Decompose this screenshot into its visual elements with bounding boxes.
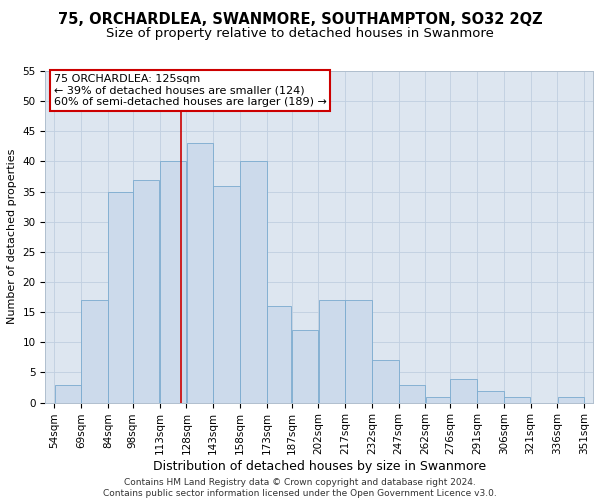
- Bar: [504, 396, 530, 402]
- Bar: [425, 396, 450, 402]
- Bar: [345, 300, 372, 402]
- Bar: [81, 300, 108, 402]
- Text: Size of property relative to detached houses in Swanmore: Size of property relative to detached ho…: [106, 28, 494, 40]
- X-axis label: Distribution of detached houses by size in Swanmore: Distribution of detached houses by size …: [153, 460, 486, 473]
- Text: Contains HM Land Registry data © Crown copyright and database right 2024.
Contai: Contains HM Land Registry data © Crown c…: [103, 478, 497, 498]
- Bar: [55, 384, 81, 402]
- Bar: [292, 330, 318, 402]
- Bar: [160, 162, 186, 402]
- Bar: [557, 396, 584, 402]
- Bar: [372, 360, 398, 403]
- Bar: [477, 390, 504, 402]
- Bar: [108, 192, 133, 402]
- Bar: [319, 300, 345, 402]
- Bar: [240, 162, 266, 402]
- Text: 75 ORCHARDLEA: 125sqm
← 39% of detached houses are smaller (124)
60% of semi-det: 75 ORCHARDLEA: 125sqm ← 39% of detached …: [53, 74, 326, 108]
- Text: 75, ORCHARDLEA, SWANMORE, SOUTHAMPTON, SO32 2QZ: 75, ORCHARDLEA, SWANMORE, SOUTHAMPTON, S…: [58, 12, 542, 28]
- Bar: [267, 306, 292, 402]
- Bar: [187, 144, 213, 402]
- Bar: [399, 384, 425, 402]
- Y-axis label: Number of detached properties: Number of detached properties: [7, 149, 17, 324]
- Bar: [133, 180, 160, 402]
- Bar: [213, 186, 240, 402]
- Bar: [451, 378, 477, 402]
